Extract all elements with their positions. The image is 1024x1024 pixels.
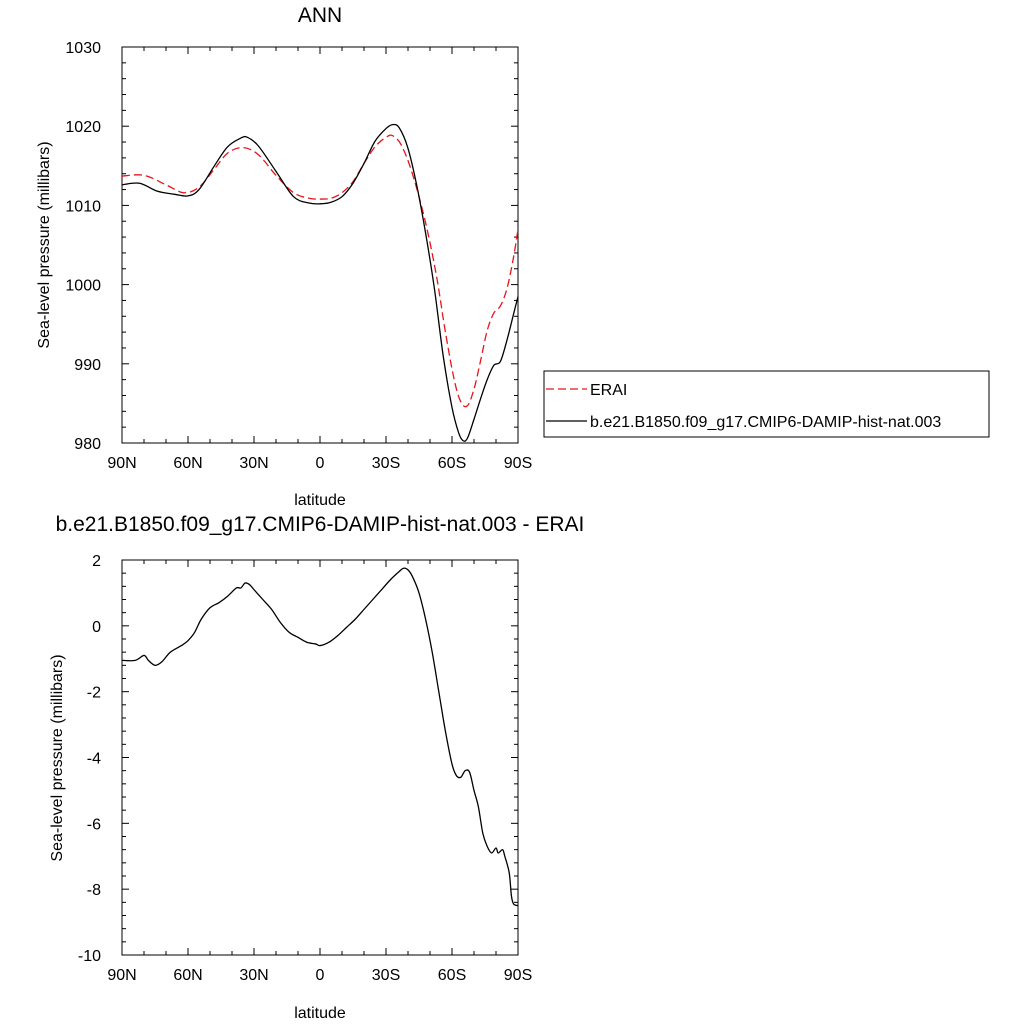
bottom-y-tick-label: -2: [87, 685, 101, 702]
top-y-tick-label: 1020: [65, 119, 101, 136]
top-series-line-1: [121, 123, 519, 442]
legend-box: [543, 370, 990, 438]
bottom-x-axis-label: latitude: [294, 1005, 346, 1022]
top-plot-area: 90N 60N 30N 0 30S 60S 90S 980 990 1000 1010 1020 103…: [65, 40, 532, 472]
legend-erai-label: ERAI: [590, 382, 627, 399]
legend-model-label: b.e21.B1850.f09_g17.CMIP6-DAMIP-hist-nat…: [590, 414, 941, 431]
bottom-chart-title: b.e21.B1850.f09_g17.CMIP6-DAMIP-hist-nat…: [56, 513, 585, 536]
bottom-x-tick-label: 60S: [438, 967, 466, 984]
panel-bottom: b.e21.B1850.f09_g17.CMIP6-DAMIP-hist-nat…: [49, 513, 584, 1022]
top-x-tick-label: 0: [316, 455, 325, 472]
bottom-y-axis-label: Sea-level pressure (millibars): [49, 654, 66, 861]
top-y-tick-label: 1030: [65, 40, 101, 57]
bottom-plot-area: 90N 60N 30N 0 30S 60S 90S -10 -8 -6 -4 -2 0 2: [78, 553, 532, 984]
top-x-tick-label: 30N: [239, 455, 268, 472]
bottom-y-tick-label: -6: [87, 816, 101, 833]
bottom-x-tick-label: 60N: [173, 967, 202, 984]
top-plot-frame: [121, 46, 519, 444]
top-y-tick-label: 1000: [65, 278, 101, 295]
top-x-tick-label: 90S: [504, 455, 532, 472]
top-y-axis-label: Sea-level pressure (millibars): [36, 141, 53, 348]
top-x-tick-label: 60N: [173, 455, 202, 472]
bottom-series-line-0: [121, 567, 519, 907]
top-x-axis-label: latitude: [294, 492, 346, 509]
top-series-line-0: [121, 134, 519, 408]
bottom-y-tick-label: 2: [92, 553, 101, 570]
bottom-y-tick-label: -4: [87, 751, 101, 768]
bottom-x-tick-label: 30S: [372, 967, 400, 984]
bottom-plot-frame: [121, 559, 519, 956]
top-x-tick-label: 90N: [107, 455, 136, 472]
top-x-tick-label: 60S: [438, 455, 466, 472]
bottom-y-tick-label: -10: [78, 948, 101, 965]
bottom-y-tick-label: 0: [92, 619, 101, 636]
top-y-tick-label: 980: [74, 436, 101, 453]
bottom-x-tick-label: 90S: [504, 967, 532, 984]
bottom-x-tick-label: 0: [316, 967, 325, 984]
top-legend: ERAI b.e21.B1850.f09_g17.CMIP6-DAMIP-his…: [543, 370, 990, 438]
bottom-y-tick-label: -8: [87, 882, 101, 899]
bottom-x-tick-label: 90N: [107, 967, 136, 984]
panel-top: ANN 90N 60N 30N 0 30S 60S 90S 980 990 1000 1010 102…: [36, 4, 990, 509]
bottom-x-tick-label: 30N: [239, 967, 268, 984]
top-y-tick-label: 990: [74, 357, 101, 374]
top-chart-title: ANN: [298, 4, 342, 27]
top-y-tick-label: 1010: [65, 198, 101, 215]
top-x-tick-label: 30S: [372, 455, 400, 472]
